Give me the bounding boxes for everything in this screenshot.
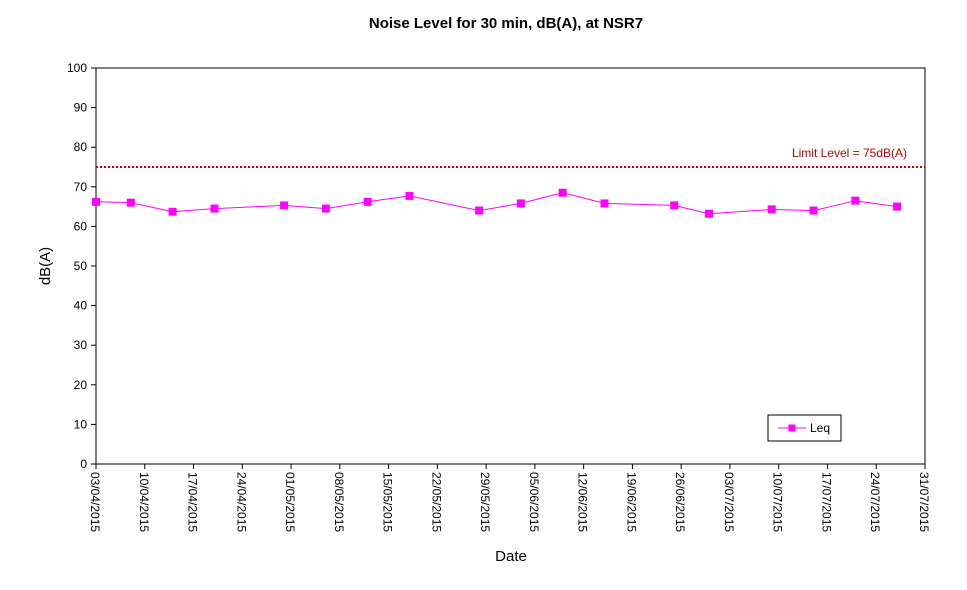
legend: Leq bbox=[767, 414, 842, 442]
y-tick-label: 30 bbox=[74, 338, 88, 352]
data-point bbox=[210, 204, 219, 213]
x-tick-label: 19/06/2015 bbox=[624, 472, 638, 532]
x-tick-label: 24/07/2015 bbox=[868, 472, 882, 532]
x-tick-label: 24/04/2015 bbox=[234, 472, 248, 532]
x-tick-label: 03/07/2015 bbox=[722, 472, 736, 532]
x-tick-label: 12/06/2015 bbox=[576, 472, 590, 532]
y-tick-label: 20 bbox=[74, 378, 88, 392]
reference-lines: Limit Level = 75dB(A) bbox=[96, 146, 925, 168]
data-point bbox=[280, 201, 289, 210]
y-tick-label: 80 bbox=[74, 140, 88, 154]
x-tick-label: 10/04/2015 bbox=[137, 472, 151, 532]
y-tick-label: 50 bbox=[74, 259, 88, 273]
x-tick-label: 26/06/2015 bbox=[673, 472, 687, 532]
legend-marker bbox=[788, 424, 796, 432]
y-tick-label: 70 bbox=[74, 180, 88, 194]
x-axis: 03/04/2015 10/04/2015 17/04/2015 24/04/2015… bbox=[88, 464, 931, 532]
y-tick-label: 40 bbox=[74, 299, 88, 313]
y-tick-label: 100 bbox=[67, 61, 87, 75]
legend-label: Leq bbox=[810, 421, 830, 435]
data-point bbox=[363, 197, 372, 206]
series-line-leq bbox=[95, 192, 898, 215]
x-tick-label: 17/07/2015 bbox=[819, 472, 833, 532]
x-tick-label: 15/05/2015 bbox=[381, 472, 395, 532]
data-point bbox=[168, 207, 177, 216]
x-tick-label: 03/04/2015 bbox=[88, 472, 102, 532]
x-tick-label: 01/05/2015 bbox=[283, 472, 297, 532]
x-tick-label: 08/05/2015 bbox=[332, 472, 346, 532]
y-tick-label: 0 bbox=[80, 457, 87, 471]
data-point bbox=[92, 197, 100, 206]
data-point bbox=[893, 202, 902, 211]
data-point bbox=[670, 201, 679, 210]
x-tick-label: 29/05/2015 bbox=[478, 472, 492, 532]
limit-label: Limit Level = 75dB(A) bbox=[792, 146, 907, 160]
data-point bbox=[767, 205, 776, 214]
data-point bbox=[475, 206, 484, 215]
series-layer bbox=[92, 188, 902, 218]
x-tick-label: 05/06/2015 bbox=[527, 472, 541, 532]
y-axis-title: dB(A) bbox=[37, 247, 54, 285]
data-point bbox=[405, 191, 414, 200]
data-point bbox=[558, 188, 567, 197]
y-tick-label: 90 bbox=[74, 101, 88, 115]
data-point bbox=[705, 209, 714, 218]
y-tick-label: 10 bbox=[74, 417, 88, 431]
x-tick-label: 22/05/2015 bbox=[429, 472, 443, 532]
x-tick-label: 31/07/2015 bbox=[917, 472, 931, 532]
data-point bbox=[516, 199, 525, 208]
x-axis-title: Date bbox=[495, 548, 527, 565]
y-axis: 0 10 20 30 40 50 60 70 80 90 100 bbox=[67, 61, 96, 471]
x-tick-label: 17/04/2015 bbox=[186, 472, 200, 532]
data-point bbox=[851, 196, 860, 205]
data-point bbox=[600, 199, 609, 208]
plot-area bbox=[95, 67, 926, 465]
y-tick-label: 60 bbox=[74, 219, 88, 233]
data-point bbox=[321, 204, 330, 213]
x-tick-label: 10/07/2015 bbox=[771, 472, 785, 532]
chart-title: Noise Level for 30 min, dB(A), at NSR7 bbox=[369, 15, 643, 32]
data-point bbox=[809, 206, 818, 215]
data-point bbox=[126, 198, 135, 207]
